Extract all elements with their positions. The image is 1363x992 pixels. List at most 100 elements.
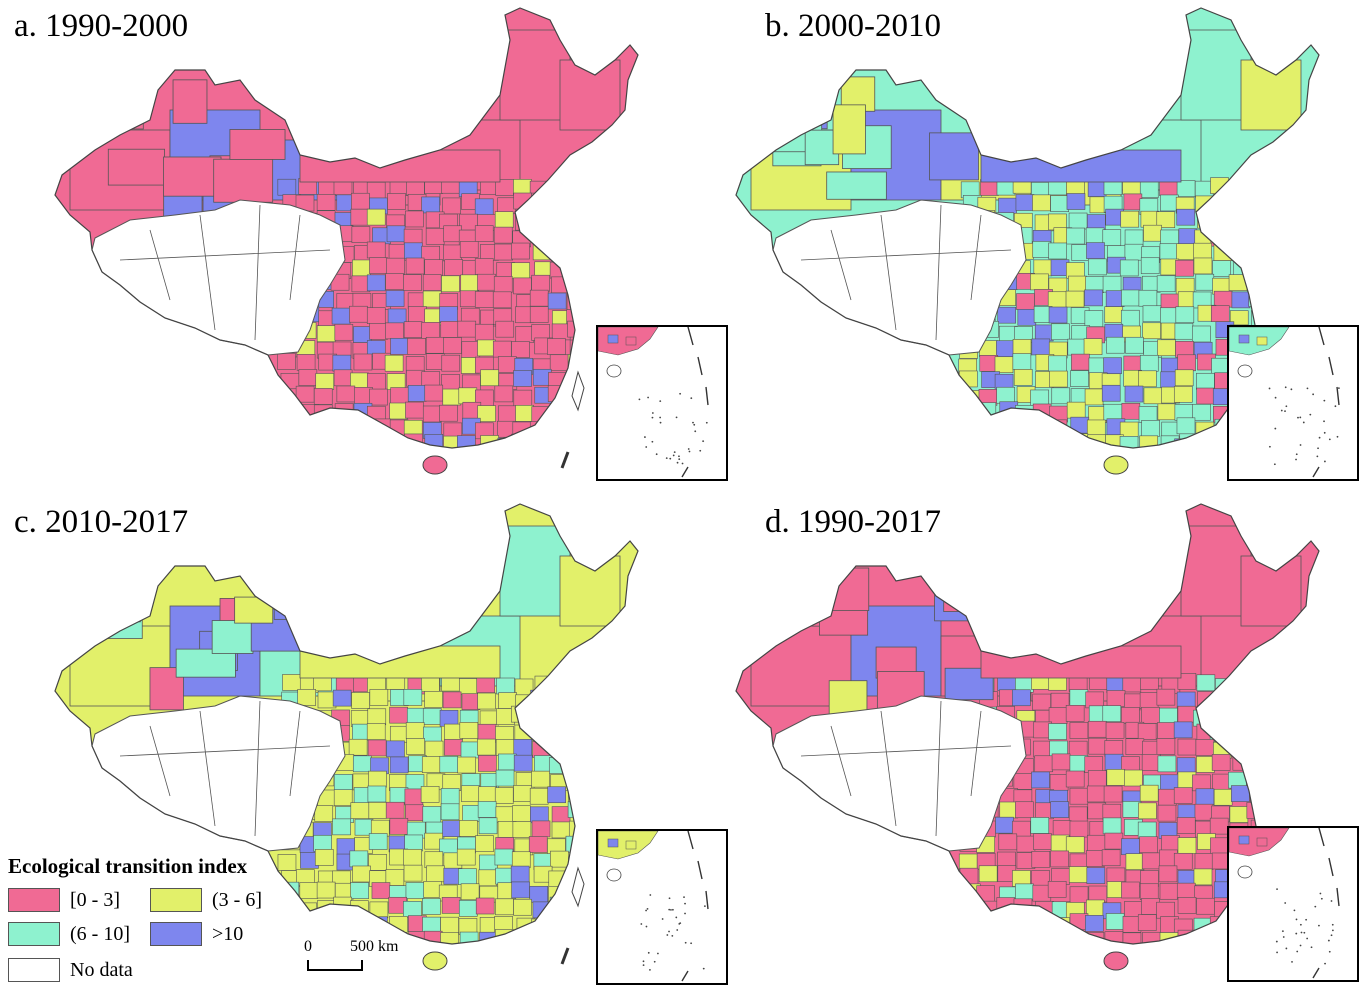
county-unit — [1052, 820, 1072, 837]
inset-islet — [1276, 951, 1278, 954]
county-unit — [495, 320, 515, 338]
county-unit — [457, 320, 477, 338]
county-unit — [91, 88, 144, 130]
county-unit — [480, 949, 498, 965]
inset-islet — [702, 440, 705, 443]
county-unit — [389, 756, 409, 774]
county-unit — [1084, 289, 1103, 307]
county-unit — [998, 417, 1017, 435]
county-unit — [994, 356, 1014, 374]
county-unit — [943, 573, 982, 612]
county-unit — [386, 225, 406, 243]
county-unit — [333, 774, 353, 791]
county-unit — [959, 900, 979, 918]
county-unit — [1233, 244, 1253, 261]
county-unit — [549, 354, 569, 372]
county-unit — [1088, 951, 1106, 967]
county-unit — [1247, 724, 1267, 741]
county-unit — [998, 833, 1018, 851]
county-unit — [478, 755, 497, 772]
county-unit — [370, 455, 388, 471]
county-unit — [460, 455, 478, 471]
county-unit — [1030, 389, 1049, 407]
county-unit — [1012, 353, 1032, 370]
county-unit — [1138, 802, 1157, 820]
county-unit — [279, 453, 297, 469]
inset-islet — [1273, 463, 1276, 466]
county-unit — [1119, 436, 1139, 448]
county-unit — [1031, 851, 1051, 868]
county-unit — [1015, 883, 1034, 901]
county-unit — [532, 741, 551, 758]
county-unit — [407, 338, 426, 355]
inset-islet — [671, 908, 674, 911]
inset-islet — [1306, 387, 1309, 390]
county-unit — [457, 435, 476, 448]
county-unit — [1157, 403, 1177, 421]
county-unit — [423, 930, 443, 944]
county-unit — [1248, 678, 1268, 696]
inset-islet — [1317, 447, 1319, 450]
county-unit — [333, 789, 353, 806]
county-unit — [386, 740, 405, 758]
county-unit — [387, 308, 407, 326]
county-unit — [297, 689, 316, 706]
county-unit — [1229, 806, 1249, 823]
county-unit — [1194, 435, 1214, 448]
county-unit — [1176, 817, 1196, 834]
county-unit — [997, 306, 1017, 324]
county-unit — [317, 451, 335, 467]
county-unit — [531, 820, 551, 838]
county-unit — [998, 434, 1017, 448]
county-unit — [492, 340, 512, 358]
county-unit — [1049, 948, 1067, 964]
county-unit — [1248, 290, 1268, 307]
county-unit — [474, 198, 494, 216]
county-unit — [1031, 338, 1051, 356]
county-unit — [1177, 738, 1197, 756]
taiwan-island — [571, 370, 585, 412]
county-unit — [352, 865, 371, 883]
inset-unit — [1238, 334, 1250, 344]
county-unit — [1213, 788, 1233, 806]
inset-islet — [668, 930, 670, 933]
county-unit — [551, 821, 571, 839]
inset-islet — [679, 922, 682, 925]
county-unit — [530, 806, 549, 824]
county-unit — [564, 406, 584, 424]
county-unit — [1266, 225, 1286, 243]
county-unit — [350, 900, 369, 917]
county-unit — [296, 432, 316, 448]
county-unit — [530, 689, 549, 707]
inset-islet — [653, 960, 656, 963]
county-unit — [1086, 850, 1105, 867]
county-unit — [1210, 837, 1229, 855]
county-unit — [976, 885, 995, 903]
inset-islet — [1280, 409, 1283, 412]
county-unit — [1248, 180, 1267, 197]
county-unit — [1068, 931, 1088, 944]
county-unit — [995, 915, 1014, 933]
county-unit — [1269, 741, 1289, 758]
county-unit — [1180, 449, 1198, 465]
county-unit — [980, 149, 1182, 183]
county-unit — [350, 802, 370, 819]
county-unit — [1085, 227, 1105, 245]
county-unit — [513, 192, 532, 210]
county-unit — [492, 291, 512, 309]
county-unit — [1120, 309, 1140, 327]
county-unit — [1196, 756, 1215, 773]
inset-islet — [673, 451, 676, 454]
county-unit — [421, 756, 441, 773]
county-unit — [1213, 290, 1233, 308]
boundary-dash — [560, 947, 570, 965]
legend-label-3-6: (3 - 6] — [212, 889, 262, 911]
county-unit — [385, 273, 404, 290]
inset-islet — [1318, 436, 1321, 439]
county-unit — [1106, 769, 1126, 786]
county-unit — [459, 722, 479, 739]
county-unit — [1030, 817, 1050, 834]
county-unit — [354, 420, 374, 438]
county-unit — [1069, 886, 1089, 904]
county-unit — [1228, 274, 1248, 291]
